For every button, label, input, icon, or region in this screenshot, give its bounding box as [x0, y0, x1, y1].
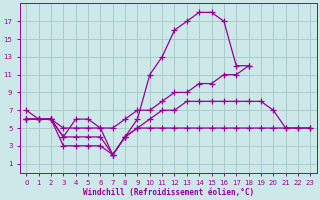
X-axis label: Windchill (Refroidissement éolien,°C): Windchill (Refroidissement éolien,°C)	[83, 188, 254, 197]
